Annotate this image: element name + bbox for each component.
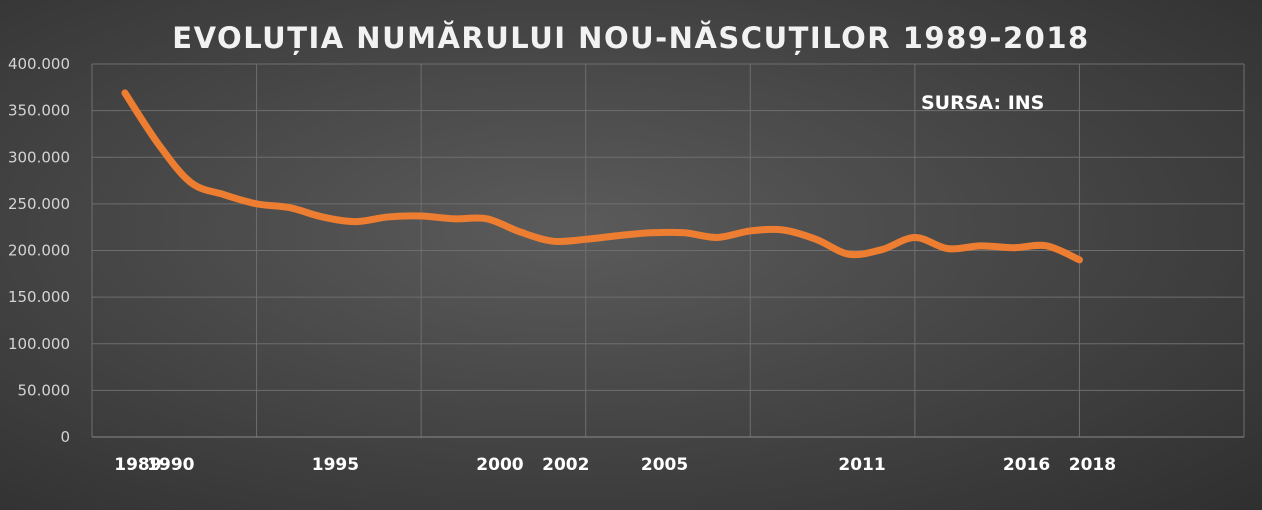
x-tick-label: 2005 bbox=[641, 455, 688, 475]
y-tick-label: 350.000 bbox=[8, 102, 70, 120]
y-tick-label: 100.000 bbox=[8, 335, 70, 353]
x-tick-label: 1995 bbox=[312, 455, 359, 475]
x-tick-label: 1990 bbox=[147, 455, 194, 475]
chart-title: EVOLUȚIA NUMĂRULUI NOU-NĂSCUȚILOR 1989-2… bbox=[172, 21, 1089, 55]
y-axis-tick-labels: 0 50.000 100.000 150.000 200.000 250.000 300.0… bbox=[8, 55, 70, 446]
y-tick-label: 250.000 bbox=[8, 195, 70, 213]
x-tick-label: 2018 bbox=[1069, 455, 1116, 475]
x-tick-label: 2016 bbox=[1003, 455, 1050, 475]
horizontal-gridlines bbox=[92, 63, 1244, 391]
y-tick-label: 400.000 bbox=[8, 55, 70, 73]
x-tick-label: 2000 bbox=[476, 455, 523, 475]
x-tick-label: 2011 bbox=[838, 455, 885, 475]
y-tick-label: 0 bbox=[60, 428, 70, 446]
y-tick-label: 200.000 bbox=[8, 242, 70, 260]
x-tick-label: 2002 bbox=[542, 455, 589, 475]
y-tick-label: 150.000 bbox=[8, 288, 70, 306]
y-tick-label: 300.000 bbox=[8, 148, 70, 166]
births-series-line bbox=[121, 89, 1083, 264]
y-tick-label: 50.000 bbox=[18, 381, 71, 399]
source-annotation: SURSA: INS bbox=[921, 92, 1044, 114]
x-tick-label: 1989 bbox=[114, 455, 161, 475]
